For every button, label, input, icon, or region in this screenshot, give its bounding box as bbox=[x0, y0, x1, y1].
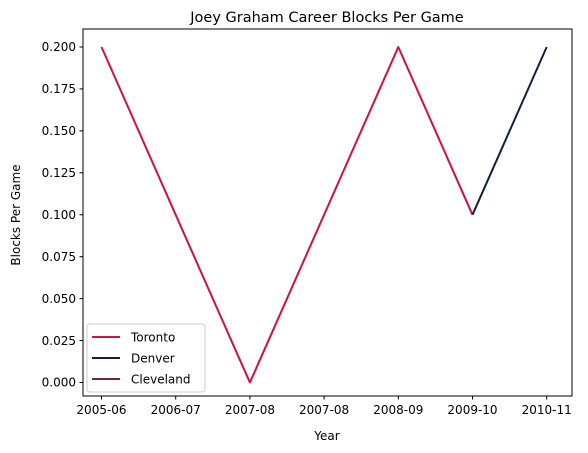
y-tick-label: 0.100 bbox=[42, 208, 76, 222]
x-tick-label: 2009-10 bbox=[447, 403, 497, 417]
y-tick-label: 0.125 bbox=[42, 166, 76, 180]
y-tick-label: 0.150 bbox=[42, 124, 76, 138]
x-tick-label: 2010-11 bbox=[522, 403, 572, 417]
x-tick-label: 2008-09 bbox=[373, 403, 423, 417]
axis-ticks: 0.000 0.025 0.050 0.075 0.100 0.125 0.150 0.175… bbox=[42, 40, 572, 417]
x-tick-label: 2005-06 bbox=[76, 403, 126, 417]
legend-label-denver: Denver bbox=[131, 352, 175, 366]
x-axis-label: Year bbox=[313, 429, 339, 443]
legend-label-toronto: Toronto bbox=[130, 331, 175, 345]
series-lines bbox=[100, 46, 548, 384]
plot-frame bbox=[82, 28, 573, 397]
series-line-toronto bbox=[100, 46, 474, 384]
y-axis-label: Blocks Per Game bbox=[9, 164, 23, 265]
series-line-denver bbox=[471, 46, 548, 216]
y-tick-label: 0.000 bbox=[42, 376, 76, 390]
x-tick-label: 2007-08 bbox=[299, 403, 349, 417]
y-tick-label: 0.025 bbox=[42, 334, 76, 348]
legend-label-cleveland: Cleveland bbox=[131, 373, 191, 387]
legend-box bbox=[86, 323, 206, 393]
x-tick-label: 2007-08 bbox=[225, 403, 275, 417]
y-tick-label: 0.050 bbox=[42, 292, 76, 306]
chart-title: Joey Graham Career Blocks Per Game bbox=[189, 10, 464, 26]
x-tick-label: 2006-07 bbox=[151, 403, 201, 417]
y-tick-label: 0.175 bbox=[42, 82, 76, 96]
legend: Toronto Denver Cleveland bbox=[86, 323, 206, 393]
y-tick-label: 0.075 bbox=[42, 250, 76, 264]
y-tick-label: 0.200 bbox=[42, 40, 76, 54]
